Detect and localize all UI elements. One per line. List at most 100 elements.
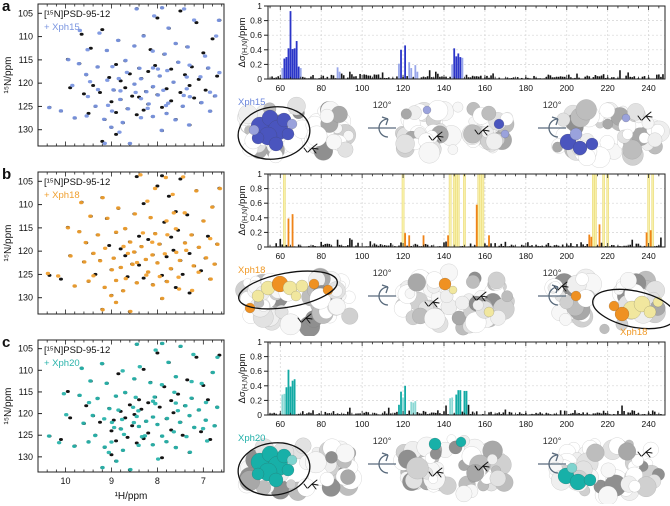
svg-text:80: 80 [316, 83, 326, 92]
svg-text:10: 10 [61, 476, 71, 486]
panel-b: b 105 110 115 120 125 130 ¹⁵N/ppm [¹⁵N]PSD-95-1… [0, 166, 670, 338]
svg-text:0.8: 0.8 [250, 184, 262, 194]
svg-text:240: 240 [642, 251, 656, 260]
svg-text:Xph18: Xph18 [620, 327, 647, 336]
svg-text:0.8: 0.8 [250, 352, 262, 362]
svg-text:105: 105 [18, 176, 33, 186]
svg-text:220: 220 [601, 419, 615, 428]
svg-text:0.6: 0.6 [250, 198, 262, 208]
svg-text:105: 105 [18, 8, 33, 18]
svg-text:1: 1 [257, 169, 262, 179]
panel-a: a 105 110 115 120 125 130 ¹⁵N/ppm [¹⁵N]PSD-95-1… [0, 0, 670, 170]
svg-text:120: 120 [396, 83, 410, 92]
svg-text:110: 110 [19, 365, 33, 375]
svg-text:120°: 120° [543, 436, 562, 446]
svg-text:¹H/ppm: ¹H/ppm [115, 491, 148, 502]
svg-text:0.8: 0.8 [250, 16, 262, 26]
panel-c: c 105 110 115 120 125 130 10 9 8 7 ¹H/ppm ¹⁵N/ppm [¹… [0, 334, 670, 506]
svg-text:60: 60 [276, 251, 286, 260]
panel-letter-b: b [2, 166, 12, 183]
svg-text:Xph18: Xph18 [238, 265, 265, 276]
svg-text:100: 100 [355, 83, 369, 92]
svg-text:0.4: 0.4 [250, 45, 262, 55]
svg-text:180: 180 [519, 251, 533, 260]
svg-text:60: 60 [276, 83, 286, 92]
svg-text:0.2: 0.2 [250, 227, 262, 237]
svg-text:115: 115 [19, 55, 33, 65]
svg-text:160: 160 [478, 251, 492, 260]
svg-text:¹⁵N/ppm: ¹⁵N/ppm [3, 225, 14, 262]
svg-text:0: 0 [257, 74, 262, 84]
svg-text:0.2: 0.2 [250, 59, 262, 69]
svg-text:Xph20: Xph20 [238, 433, 265, 444]
svg-text:8: 8 [155, 476, 160, 486]
svg-text:220: 220 [601, 83, 615, 92]
svg-text:200: 200 [560, 251, 574, 260]
svg-text:105: 105 [18, 344, 33, 354]
svg-text:Δσ(H,N)/ppm: Δσ(H,N)/ppm [237, 185, 249, 235]
protein-surfaces-c: Xph20 120° 120° [237, 433, 665, 504]
svg-text:¹⁵N/ppm: ¹⁵N/ppm [3, 57, 14, 94]
svg-text:80: 80 [316, 419, 326, 428]
svg-text:[¹⁵N]PSD-95-12: [¹⁵N]PSD-95-12 [44, 345, 110, 356]
svg-text:Δσ(H,N)/ppm: Δσ(H,N)/ppm [237, 17, 249, 67]
protein-surfaces-a: Xph15 120° 120° [237, 96, 670, 168]
svg-text:7: 7 [201, 476, 206, 486]
svg-text:120: 120 [396, 251, 410, 260]
svg-text:160: 160 [478, 419, 492, 428]
svg-text:80: 80 [316, 251, 326, 260]
svg-text:120°: 120° [543, 268, 562, 278]
svg-text:120: 120 [18, 409, 33, 419]
svg-text:+ Xph18: + Xph18 [44, 190, 80, 201]
svg-text:120°: 120° [543, 100, 562, 110]
svg-text:140: 140 [437, 251, 451, 260]
svg-text:125: 125 [18, 269, 33, 279]
svg-text:140: 140 [437, 83, 451, 92]
svg-text:+ Xph20: + Xph20 [44, 358, 80, 369]
svg-text:130: 130 [18, 293, 33, 303]
nmr-spectrum-a: 105 110 115 120 125 130 ¹⁵N/ppm [¹⁵N]PSD-95-12 +… [3, 3, 225, 147]
svg-text:120°: 120° [373, 100, 392, 110]
svg-text:0.4: 0.4 [250, 213, 262, 223]
svg-text:9: 9 [109, 476, 114, 486]
svg-text:115: 115 [19, 223, 33, 233]
svg-text:120°: 120° [373, 436, 392, 446]
svg-text:0.4: 0.4 [250, 381, 262, 391]
svg-text:130: 130 [18, 125, 33, 135]
svg-text:0.2: 0.2 [250, 395, 262, 405]
nmr-spectrum-c: 105 110 115 120 125 130 10 9 8 7 ¹H/ppm ¹⁵N/ppm [¹⁵N… [3, 339, 225, 502]
svg-text:[¹⁵N]PSD-95-12: [¹⁵N]PSD-95-12 [44, 9, 110, 20]
svg-text:240: 240 [642, 419, 656, 428]
svg-text:120: 120 [18, 78, 33, 88]
svg-text:Xph15: Xph15 [238, 97, 265, 108]
svg-text:+ Xph15: + Xph15 [44, 22, 80, 33]
svg-text:240: 240 [642, 83, 656, 92]
panel-letter-a: a [2, 0, 11, 15]
svg-text:130: 130 [18, 452, 33, 462]
svg-text:60: 60 [276, 419, 286, 428]
svg-text:160: 160 [478, 83, 492, 92]
svg-text:0.6: 0.6 [250, 30, 262, 40]
svg-text:140: 140 [437, 419, 451, 428]
svg-text:Δσ(H,N)/ppm: Δσ(H,N)/ppm [237, 353, 249, 403]
svg-text:200: 200 [560, 83, 574, 92]
panel-letter-c: c [2, 334, 11, 351]
svg-text:125: 125 [18, 430, 33, 440]
protein-surfaces-b: Xph18 Xph18 120° 120° [235, 263, 670, 336]
svg-text:0: 0 [257, 410, 262, 420]
svg-text:1: 1 [257, 1, 262, 11]
svg-text:0: 0 [257, 242, 262, 252]
svg-text:100: 100 [355, 419, 369, 428]
svg-text:115: 115 [19, 387, 33, 397]
svg-text:¹⁵N/ppm: ¹⁵N/ppm [3, 388, 14, 425]
svg-text:200: 200 [560, 419, 574, 428]
svg-text:100: 100 [355, 251, 369, 260]
svg-text:120: 120 [396, 419, 410, 428]
svg-text:120°: 120° [373, 268, 392, 278]
svg-text:0.6: 0.6 [250, 366, 262, 376]
svg-text:220: 220 [601, 251, 615, 260]
